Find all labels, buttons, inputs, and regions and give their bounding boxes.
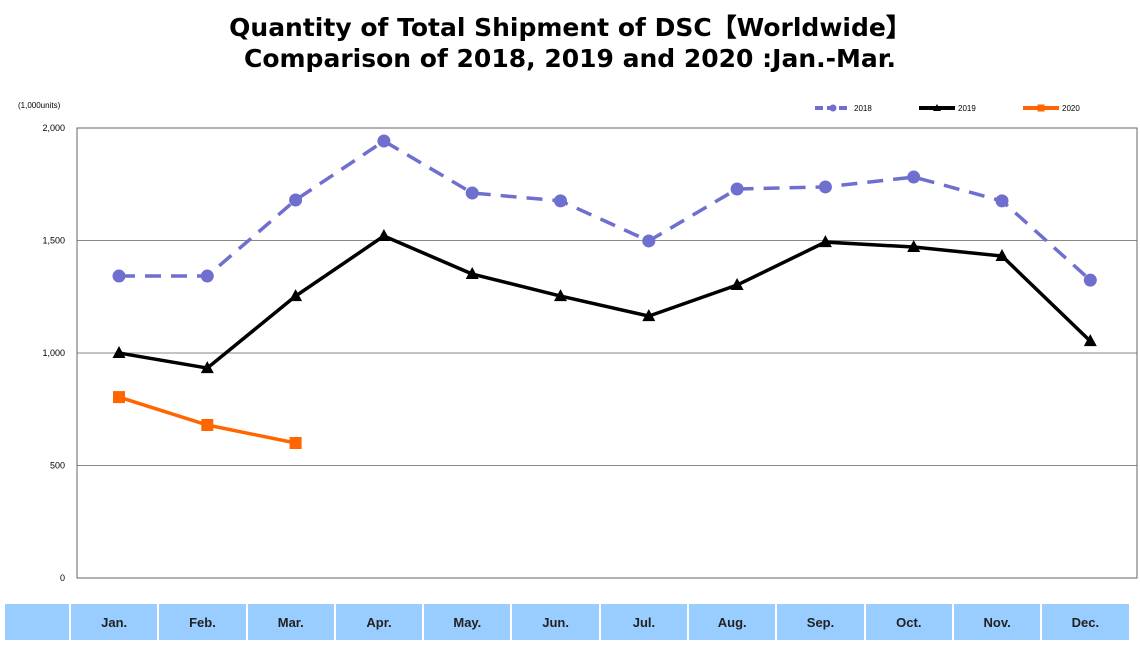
x-tick-label: Apr. xyxy=(335,604,425,640)
legend-marker-2019 xyxy=(933,104,941,111)
legend-label-2019: 2019 xyxy=(958,104,976,113)
data-point-2018 xyxy=(642,234,656,248)
legend-label-2018: 2018 xyxy=(854,104,872,113)
y-tick-label: 1,000 xyxy=(42,348,65,358)
series-line-2019 xyxy=(118,234,1092,370)
plot-area: 0 500 1,000 1,500 2,000 (1,000units) 2018 2019 2… xyxy=(18,101,1138,583)
data-point-2020 xyxy=(289,437,302,449)
data-point-2019 xyxy=(730,278,744,291)
data-point-2020 xyxy=(201,419,214,431)
data-point-2018 xyxy=(465,186,479,200)
data-point-2019 xyxy=(1083,334,1097,347)
data-point-2018 xyxy=(112,269,126,283)
data-point-2019 xyxy=(465,267,479,280)
x-tick-label: Jul. xyxy=(600,604,690,640)
data-point-2019 xyxy=(377,229,391,241)
data-point-2018 xyxy=(818,180,832,194)
x-tick-label: Jan. xyxy=(71,604,160,640)
month-table-blank-cell xyxy=(5,604,71,640)
data-point-2019 xyxy=(907,240,921,253)
chart-subtitle: Comparison of 2018, 2019 and 2020 :Jan.-… xyxy=(243,44,896,73)
data-point-2020 xyxy=(113,391,125,404)
y-axis-label: (1,000units) xyxy=(18,101,61,110)
data-point-2018 xyxy=(200,269,214,283)
chart-title: Quantity of Total Shipment of DSC【Worldw… xyxy=(229,13,911,42)
data-point-2019 xyxy=(200,361,214,374)
y-tick-label: 500 xyxy=(50,461,65,471)
data-point-2019 xyxy=(554,289,567,302)
data-point-2019 xyxy=(818,235,832,248)
data-point-2018 xyxy=(377,134,391,148)
data-point-2018 xyxy=(554,194,567,208)
data-point-2018 xyxy=(289,193,303,207)
data-point-2018 xyxy=(995,194,1009,208)
y-tick-label: 1,500 xyxy=(42,236,65,246)
x-tick-label: Aug. xyxy=(689,604,778,640)
y-tick-label: 0 xyxy=(60,573,65,583)
data-point-2019 xyxy=(995,249,1009,262)
month-table: Jan. Feb. Mar. Apr. May. Jun. Jul. Aug. Sep. Oct.… xyxy=(5,604,1131,640)
legend-marker-2018 xyxy=(829,104,837,112)
legend-label-2020: 2020 xyxy=(1062,104,1080,113)
data-point-2018 xyxy=(1083,273,1097,287)
x-tick-label: Dec. xyxy=(1042,604,1131,640)
x-tick-label: Nov. xyxy=(953,604,1043,640)
x-tick-label: Feb. xyxy=(159,604,248,640)
data-point-2019 xyxy=(112,346,126,358)
data-point-2018 xyxy=(730,182,744,196)
data-point-2019 xyxy=(289,289,303,302)
x-tick-label: Oct. xyxy=(865,604,954,640)
x-tick-label: Mar. xyxy=(247,604,336,640)
x-tick-label: May. xyxy=(424,604,513,640)
y-tick-label: 2,000 xyxy=(42,123,65,133)
data-point-2019 xyxy=(642,309,656,322)
x-tick-label: Jun. xyxy=(512,604,601,640)
series-line-2018 xyxy=(119,138,1092,282)
data-point-2018 xyxy=(907,170,921,184)
legend-marker-2020 xyxy=(1037,104,1045,112)
x-tick-label: Sep. xyxy=(777,604,866,640)
plot-border xyxy=(76,127,1138,579)
